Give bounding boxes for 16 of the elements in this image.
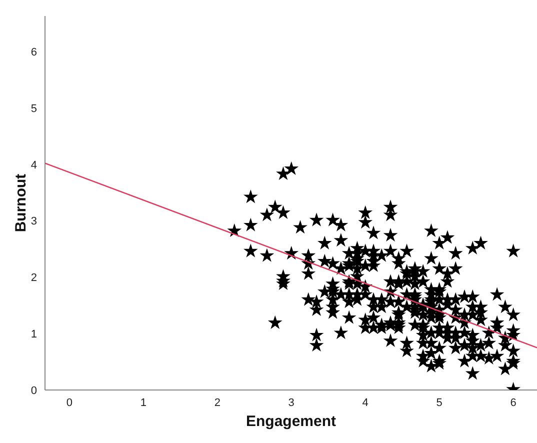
- y-tick-label: 1: [30, 328, 37, 340]
- y-axis-title: Burnout: [12, 174, 30, 232]
- y-tick-label: 4: [30, 159, 37, 172]
- x-tick-label: 5: [436, 396, 442, 409]
- x-tick-label: 2: [214, 396, 220, 409]
- x-tick-label: 6: [510, 396, 516, 409]
- x-axis-title: Engagement: [246, 413, 336, 430]
- y-tick-label: 0: [30, 384, 37, 397]
- x-tick-label: 1: [140, 396, 146, 409]
- y-tick-label: 3: [30, 216, 37, 228]
- x-tick-label: 0: [66, 396, 72, 409]
- y-tick-label: 6: [30, 46, 37, 58]
- y-tick-label: 2: [30, 272, 37, 284]
- x-tick-label: 4: [362, 396, 368, 409]
- y-tick-label: 5: [30, 102, 37, 115]
- x-tick-label: 3: [288, 396, 294, 409]
